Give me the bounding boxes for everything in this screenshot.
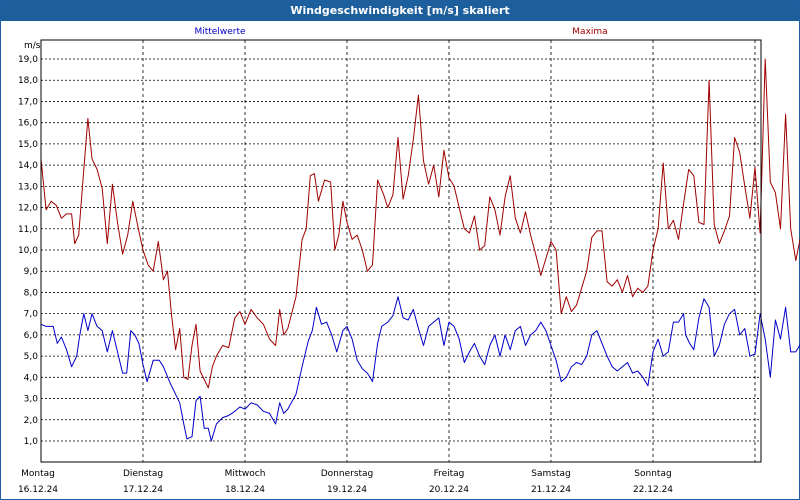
x-tick-date: 18.12.24 xyxy=(225,485,265,495)
y-tick-labels: 1,0 2,0 3,0 4,0 5,0 6,0 7,0 8,0 9,0 10,0 11,0 12,0 1… xyxy=(18,55,38,447)
y-tick-label: 7,0 xyxy=(24,310,39,320)
y-tick-label: 11,0 xyxy=(18,225,38,235)
x-tick-date: 17.12.24 xyxy=(123,485,163,495)
series-line-maxima xyxy=(40,58,800,389)
y-tick-label: 9,0 xyxy=(24,267,39,277)
y-tick-label: 15,0 xyxy=(18,140,38,150)
x-tick-day: Mittwoch xyxy=(225,469,266,479)
y-tick-label: 4,0 xyxy=(24,373,39,383)
x-tick-date: 16.12.24 xyxy=(18,485,58,495)
y-tick-label: 3,0 xyxy=(24,395,39,405)
x-tick-day: Donnerstag xyxy=(321,469,374,479)
y-tick-label: 16,0 xyxy=(18,119,38,129)
x-tick-day: Samstag xyxy=(531,469,570,479)
x-tick-date: 21.12.24 xyxy=(531,485,571,495)
legend-mittelwerte: Mittelwerte xyxy=(194,27,245,37)
x-tick-day: Freitag xyxy=(434,469,465,479)
y-tick-label: 17,0 xyxy=(18,97,38,107)
series-line-mittelwerte xyxy=(40,296,800,442)
x-tick-labels: Montag 16.12.24 Dienstag 17.12.24 Mittwoch 18… xyxy=(18,469,673,495)
x-tick-date: 19.12.24 xyxy=(327,485,367,495)
x-tick-day: Dienstag xyxy=(123,469,163,479)
x-tick-day: Montag xyxy=(21,469,55,479)
x-tick-date: 22.12.24 xyxy=(633,485,673,495)
series-lines xyxy=(40,58,800,442)
y-axis-label: m/s xyxy=(24,41,41,51)
plot-frame xyxy=(40,39,762,463)
y-tick-label: 1,0 xyxy=(24,437,39,447)
y-tick-label: 6,0 xyxy=(24,331,39,341)
y-tick-label: 14,0 xyxy=(18,161,38,171)
y-tick-label: 13,0 xyxy=(18,182,38,192)
y-tick-label: 2,0 xyxy=(24,416,39,426)
y-tick-label: 5,0 xyxy=(24,352,39,362)
y-tick-label: 10,0 xyxy=(18,246,38,256)
window-title: Windgeschwindigkeit [m/s] skaliert xyxy=(1,1,799,21)
y-tick-label: 8,0 xyxy=(24,288,39,298)
y-tick-label: 12,0 xyxy=(18,204,38,214)
x-tick-date: 20.12.24 xyxy=(429,485,469,495)
grid-lines xyxy=(41,40,761,462)
x-tick-day: Sonntag xyxy=(634,469,671,479)
y-tick-label: 18,0 xyxy=(18,76,38,86)
y-tick-label: 19,0 xyxy=(18,55,38,65)
legend-maxima: Maxima xyxy=(572,27,607,37)
